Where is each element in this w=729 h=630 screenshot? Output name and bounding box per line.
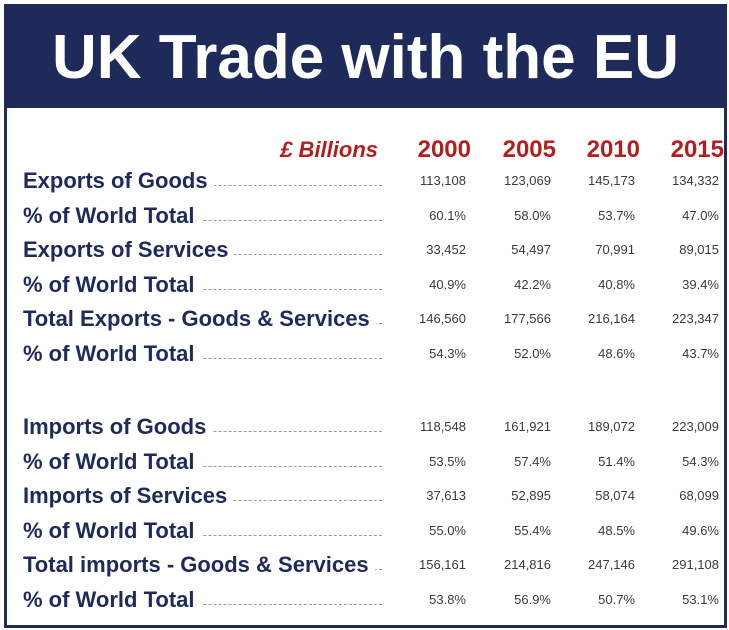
cell-value-2000: 146,560 (383, 303, 466, 335)
cell-value-2015: 47.0% (682, 208, 719, 223)
cell-value-2010: 53.7% (598, 208, 635, 223)
row-label: Imports of Goods (23, 411, 213, 443)
cell-value-2005: 58.0% (514, 208, 551, 223)
leader-line (23, 535, 407, 536)
cell-value-2010: 70,991 (595, 242, 635, 257)
cell-value-2000: 156,161 (383, 549, 466, 581)
table-row: % of World Total 54.3% 52.0% 48.6% 43.7% (23, 338, 719, 370)
chart-frame: UK Trade with the EU £ Billions 2000 200… (4, 4, 727, 628)
cell-value-2015: 53.1% (682, 592, 719, 607)
table-row: % of World Total 60.1% 58.0% 53.7% 47.0% (23, 200, 719, 232)
leader-line (23, 185, 407, 186)
row-label: Total imports - Goods & Services (23, 549, 375, 581)
cell-value-2000: 54.3% (383, 338, 466, 370)
cell-value-2010: 51.4% (598, 454, 635, 469)
cell-value-2010: 145,173 (588, 173, 635, 188)
table-row: Imports of Goods 118,548 161,921 189,072 223… (23, 411, 719, 443)
table-row: % of World Total 53.5% 57.4% 51.4% 54.3% (23, 446, 719, 478)
cell-value-2005: 54,497 (511, 242, 551, 257)
cell-value-2005: 52,895 (511, 488, 551, 503)
leader-line (23, 220, 407, 221)
row-label: % of World Total (23, 269, 201, 301)
leader-line (23, 604, 407, 605)
cell-value-2000: 113,108 (383, 165, 466, 197)
cell-value-2005: 214,816 (504, 557, 551, 572)
unit-label: £ Billions (280, 137, 378, 162)
table-row: % of World Total 40.9% 42.2% 40.8% 39.4% (23, 269, 719, 301)
row-label: Imports of Services (23, 480, 234, 512)
row-label: % of World Total (23, 200, 201, 232)
cell-value-2000: 53.5% (383, 446, 466, 478)
table-row: Exports of Goods 113,108 123,069 145,173 134… (23, 165, 719, 197)
cell-value-2010: 216,164 (588, 311, 635, 326)
cell-value-2005: 57.4% (514, 454, 551, 469)
cell-value-2005: 123,069 (504, 173, 551, 188)
cell-value-2000: 118,548 (383, 411, 466, 443)
cell-value-2015: 223,347 (672, 311, 719, 326)
table-row: % of World Total 53.8% 56.9% 50.7% 53.1% (23, 584, 719, 616)
column-header-2010: 2010 (586, 136, 640, 163)
cell-value-2015: 49.6% (682, 523, 719, 538)
cell-value-2010: 48.6% (598, 346, 635, 361)
table-row: Total Exports - Goods & Services 146,560 1… (23, 303, 719, 335)
leader-line (23, 431, 407, 432)
row-label: Total Exports - Goods & Services (23, 303, 376, 335)
cell-value-2015: 54.3% (682, 454, 719, 469)
table-row: Imports of Services 37,613 52,895 58,074 68,… (23, 480, 719, 512)
cell-value-2000: 40.9% (383, 269, 466, 301)
leader-line (23, 289, 407, 290)
leader-line (23, 358, 407, 359)
cell-value-2015: 134,332 (672, 173, 719, 188)
cell-value-2015: 43.7% (682, 346, 719, 361)
row-label: Exports of Goods (23, 165, 214, 197)
leader-line (23, 466, 407, 467)
cell-value-2010: 48.5% (598, 523, 635, 538)
cell-value-2010: 40.8% (598, 277, 635, 292)
row-label: % of World Total (23, 584, 201, 616)
cell-value-2000: 55.0% (383, 515, 466, 547)
cell-value-2015: 39.4% (682, 277, 719, 292)
cell-value-2005: 56.9% (514, 592, 551, 607)
row-label: Exports of Services (23, 234, 235, 266)
cell-value-2015: 223,009 (672, 419, 719, 434)
title-bar: UK Trade with the EU (7, 7, 724, 108)
cell-value-2005: 177,566 (504, 311, 551, 326)
cell-value-2005: 52.0% (514, 346, 551, 361)
cell-value-2000: 37,613 (383, 480, 466, 512)
cell-value-2000: 60.1% (383, 200, 466, 232)
cell-value-2005: 55.4% (514, 523, 551, 538)
row-label: % of World Total (23, 515, 201, 547)
table-row: Total imports - Goods & Services 156,161 2… (23, 549, 719, 581)
row-label: % of World Total (23, 446, 201, 478)
table-row: Exports of Services 33,452 54,497 70,991 89,… (23, 234, 719, 266)
cell-value-2015: 89,015 (679, 242, 719, 257)
cell-value-2015: 68,099 (679, 488, 719, 503)
column-header-2005: 2005 (502, 136, 556, 163)
cell-value-2005: 42.2% (514, 277, 551, 292)
cell-value-2005: 161,921 (504, 419, 551, 434)
cell-value-2010: 247,146 (588, 557, 635, 572)
cell-value-2000: 53.8% (383, 584, 466, 616)
column-header-2015: 2015 (670, 136, 724, 163)
cell-value-2015: 291,108 (672, 557, 719, 572)
chart-title: UK Trade with the EU (52, 23, 679, 92)
cell-value-2010: 50.7% (598, 592, 635, 607)
cell-value-2010: 189,072 (588, 419, 635, 434)
column-header-2000: 2000 (417, 136, 471, 163)
table-row: % of World Total 55.0% 55.4% 48.5% 49.6% (23, 515, 719, 547)
cell-value-2010: 58,074 (595, 488, 635, 503)
cell-value-2000: 33,452 (383, 234, 466, 266)
row-label: % of World Total (23, 338, 201, 370)
